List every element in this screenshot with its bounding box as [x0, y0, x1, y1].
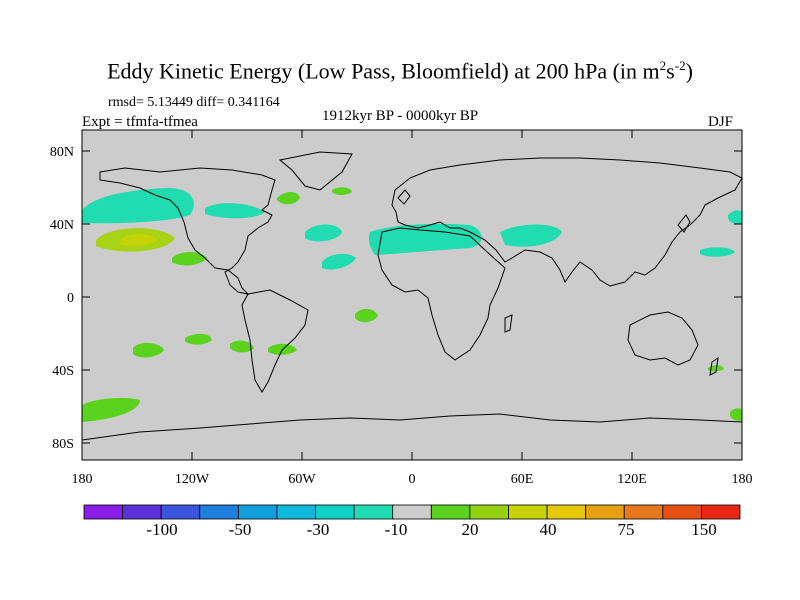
y-label: 40S	[52, 364, 74, 379]
coastlines	[82, 151, 742, 441]
y-label: 40N	[50, 218, 74, 233]
y-label: 80S	[52, 437, 74, 452]
chart-title: Eddy Kinetic Energy (Low Pass, Bloomfiel…	[107, 58, 693, 84]
colorbar-swatch	[160, 504, 201, 520]
anomaly-green-nz	[708, 365, 724, 372]
anomaly-teal-npacific	[82, 187, 194, 224]
anomaly-green-labrador	[277, 192, 300, 205]
anomaly-teal-atlantic	[305, 224, 342, 242]
colorbar-swatch	[469, 504, 509, 520]
x-label: 120W	[175, 472, 210, 487]
anomaly-green-spacific-1	[185, 333, 212, 345]
colorbar-label: 40	[540, 520, 557, 539]
season-label: DJF	[708, 114, 734, 130]
colorbar-label: -10	[385, 520, 408, 539]
colorbar-label: -30	[307, 520, 330, 539]
anomaly-green-se-pacific	[730, 408, 742, 421]
colorbar-swatch	[585, 504, 625, 520]
colorbar-label: 75	[618, 520, 635, 539]
x-label: 60W	[288, 472, 316, 487]
colorbar	[83, 504, 741, 520]
coast-north-america	[99, 167, 276, 295]
anomaly-teal-namerica	[205, 203, 265, 219]
y-ticks	[82, 150, 742, 444]
x-ticks	[191, 130, 633, 460]
colorbar-swatch	[276, 504, 316, 520]
coast-britain	[397, 189, 411, 205]
anomaly-green-natl	[332, 187, 352, 195]
anomaly-green-satl	[355, 308, 378, 323]
coast-south-america	[241, 289, 309, 393]
anomaly-teal-asia	[500, 224, 562, 247]
anomaly-teal-mediterranean	[368, 223, 482, 255]
coast-japan	[677, 214, 691, 233]
coast-australia	[627, 311, 699, 366]
colorbar-swatch	[237, 504, 278, 520]
colorbar-swatch	[353, 504, 394, 520]
colorbar-label: 150	[691, 520, 717, 539]
colorbar-label: -100	[146, 520, 177, 539]
y-axis-labels: 80N 40N 0 40S 80S	[50, 145, 74, 452]
colorbar-label: 20	[462, 520, 479, 539]
colorbar-swatch	[623, 504, 664, 520]
stats-label: rmsd= 5.13449 diff= 0.341164	[108, 95, 280, 110]
x-label: 180	[732, 472, 753, 487]
anomaly-green-spacific-2	[133, 342, 164, 358]
x-label: 120E	[617, 472, 647, 487]
colorbar-swatch	[83, 504, 123, 520]
colorbar-swatch	[392, 504, 432, 520]
anomaly-green-southern-ocean	[82, 397, 140, 422]
coast-new-zealand	[709, 356, 719, 376]
colorbar-swatch	[122, 504, 162, 520]
anomaly-yellow-core	[120, 234, 158, 247]
anomaly-teal-wpacific	[700, 247, 735, 257]
colorbar-label: -50	[229, 520, 252, 539]
coast-greenland	[278, 151, 353, 191]
colorbar-swatch	[546, 504, 587, 520]
colorbar-swatch	[315, 504, 355, 520]
y-label: 0	[67, 291, 74, 306]
anomaly-teal-dateline	[728, 210, 742, 225]
colorbar-swatch	[701, 504, 741, 520]
experiment-label: Expt = tfmfa-tfmea	[82, 114, 198, 130]
colorbar-swatch	[508, 504, 548, 520]
coast-africa	[377, 227, 506, 361]
anomaly-fields	[82, 187, 742, 422]
colorbar-swatch	[199, 504, 239, 520]
x-label: 0	[409, 472, 416, 487]
map-background	[82, 130, 742, 460]
colorbar-swatch	[430, 504, 471, 520]
x-label: 60E	[511, 472, 534, 487]
coast-antarctica	[82, 413, 742, 441]
anomaly-teal-subtrop-atl	[322, 253, 356, 270]
anomaly-green-spacific-3	[230, 340, 254, 353]
x-label: 180	[72, 472, 93, 487]
colorbar-labels: -100 -50 -30 -10 20 40 75 150	[146, 520, 716, 539]
x-axis-labels: 180 120W 60W 0 60E 120E 180	[72, 472, 753, 487]
coast-madagascar	[504, 314, 513, 333]
colorbar-swatch	[662, 504, 702, 520]
y-label: 80N	[50, 145, 74, 160]
period-label: 1912kyr BP - 0000kyr BP	[321, 108, 479, 124]
coast-eurasia	[391, 157, 742, 287]
anomaly-green-epacific	[172, 252, 207, 266]
